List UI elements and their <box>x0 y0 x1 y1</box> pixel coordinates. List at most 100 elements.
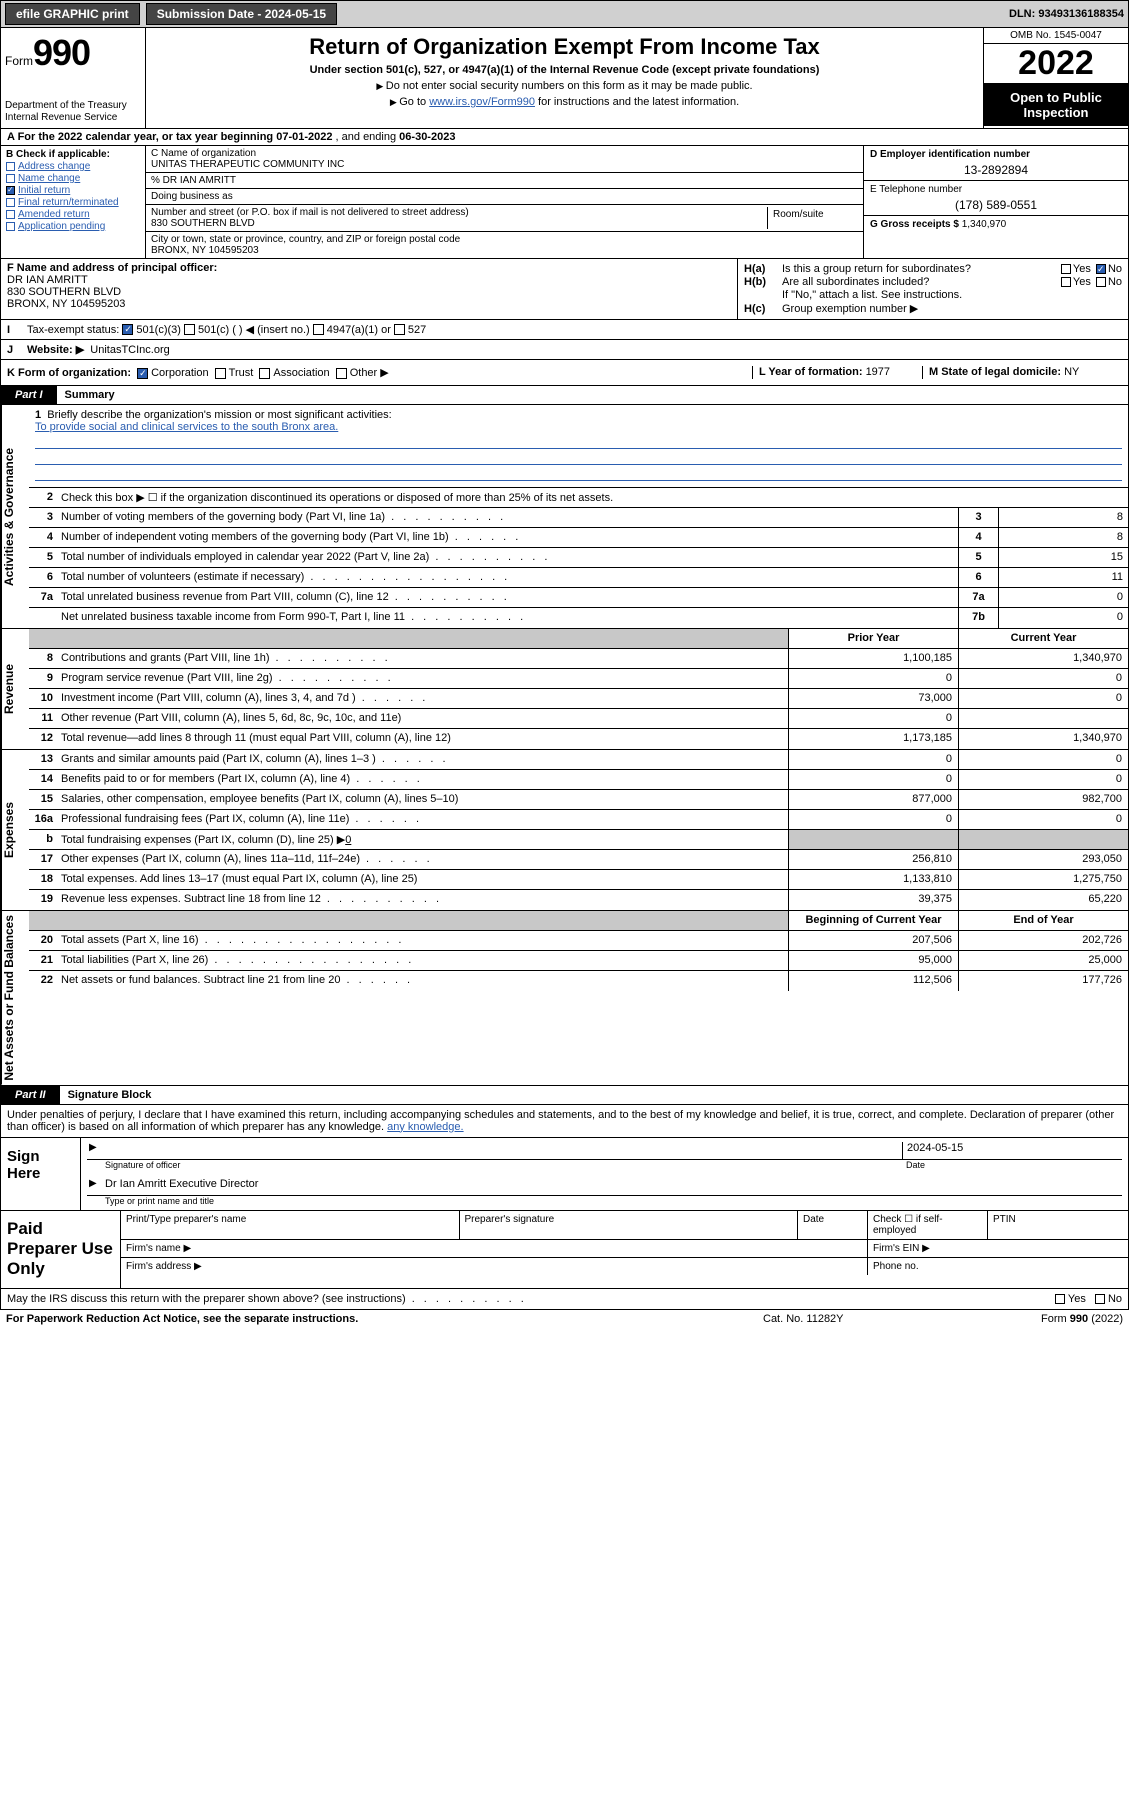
f-name: DR IAN AMRITT <box>7 274 88 286</box>
part2-tag: Part II <box>1 1086 60 1104</box>
exp-l19: Revenue less expenses. Subtract line 18 … <box>57 890 788 910</box>
exp-p17: 256,810 <box>788 850 958 869</box>
chk-final[interactable] <box>6 198 15 207</box>
ag-v4: 8 <box>998 528 1128 547</box>
chk-corp[interactable] <box>137 368 148 379</box>
chk-527[interactable] <box>394 324 405 335</box>
chk-name[interactable] <box>6 174 15 183</box>
exp-p19: 39,375 <box>788 890 958 910</box>
ha-yes[interactable] <box>1061 264 1071 274</box>
hd-cy: Current Year <box>958 629 1128 648</box>
chk-501c[interactable] <box>184 324 195 335</box>
rev-l11: Other revenue (Part VIII, column (A), li… <box>57 709 788 728</box>
lbl-address-change[interactable]: Address change <box>18 161 90 172</box>
rev-p9: 0 <box>788 669 958 688</box>
c-city-lbl: City or town, state or province, country… <box>151 234 858 245</box>
side-exp: Expenses <box>1 750 29 910</box>
any-knowledge-link[interactable]: any knowledge. <box>387 1121 463 1133</box>
dln: DLN: 93493136188354 <box>1009 8 1124 20</box>
f-addr1: 830 SOUTHERN BLVD <box>7 286 121 298</box>
sig-name-cap: Type or print name and title <box>87 1196 1122 1206</box>
line3-b: for instructions and the latest informat… <box>535 96 739 108</box>
row-j: J Website: ▶ UnitasTCInc.org <box>0 340 1129 360</box>
prep-ps: Preparer's signature <box>460 1211 799 1239</box>
na-b21: 95,000 <box>788 951 958 970</box>
subdate-val: 2024-05-15 <box>265 7 326 21</box>
discuss-yes[interactable] <box>1055 1294 1065 1304</box>
row-k: K Form of organization: Corporation Trus… <box>0 360 1129 386</box>
chk-4947[interactable] <box>313 324 324 335</box>
row-a-begin: 07-01-2022 <box>276 131 332 143</box>
l-val: 1977 <box>866 366 890 378</box>
ein-lbl: D Employer identification number <box>870 149 1030 160</box>
ha-no[interactable] <box>1096 264 1106 274</box>
lbl-name-change[interactable]: Name change <box>18 173 80 184</box>
na-l21: Total liabilities (Part X, line 26) <box>57 951 788 970</box>
lbl-final[interactable]: Final return/terminated <box>18 197 119 208</box>
section-fh: F Name and address of principal officer:… <box>0 259 1129 320</box>
side-rev: Revenue <box>1 629 29 749</box>
lbl-initial[interactable]: Initial return <box>18 185 70 196</box>
ag-l1: Briefly describe the organization's miss… <box>47 409 391 421</box>
prep-fein: Firm's EIN ▶ <box>868 1240 1128 1257</box>
rev-c8: 1,340,970 <box>958 649 1128 668</box>
i-o4: 527 <box>408 324 426 336</box>
chk-501c3[interactable] <box>122 324 133 335</box>
hb2-txt: If "No," attach a list. See instructions… <box>782 289 1122 301</box>
hb-yes[interactable] <box>1061 277 1071 287</box>
rev-c12: 1,340,970 <box>958 729 1128 749</box>
part2-title: Signature Block <box>60 1086 160 1104</box>
part1-tag: Part I <box>1 386 57 404</box>
hd-py: Prior Year <box>788 629 958 648</box>
hb-no[interactable] <box>1096 277 1106 287</box>
l-lbl: L Year of formation: <box>759 366 866 378</box>
lbl-pending[interactable]: Application pending <box>18 221 105 232</box>
exp-l17: Other expenses (Part IX, column (A), lin… <box>57 850 788 869</box>
discuss-q: May the IRS discuss this return with the… <box>7 1293 1052 1305</box>
chk-trust[interactable] <box>215 368 226 379</box>
exp-c13: 0 <box>958 750 1128 769</box>
efile-btn[interactable]: efile GRAPHIC print <box>5 3 140 25</box>
ha-txt: Is this a group return for subordinates? <box>782 263 1059 275</box>
chk-initial[interactable] <box>6 186 15 195</box>
ag-l5: Total number of individuals employed in … <box>57 548 958 567</box>
chk-amended[interactable] <box>6 210 15 219</box>
chk-pending[interactable] <box>6 222 15 231</box>
prep-fa: Firm's address ▶ <box>121 1258 868 1275</box>
na-section: Net Assets or Fund Balances Beginning of… <box>0 911 1129 1086</box>
k-o3: Association <box>273 367 329 379</box>
k-o1: Corporation <box>151 367 208 379</box>
chk-address[interactable] <box>6 162 15 171</box>
rev-l10: Investment income (Part VIII, column (A)… <box>57 689 788 708</box>
rev-l12: Total revenue—add lines 8 through 11 (mu… <box>57 729 788 749</box>
exp-c17: 293,050 <box>958 850 1128 869</box>
ag-mission: To provide social and clinical services … <box>35 421 1122 433</box>
na-b22: 112,506 <box>788 971 958 991</box>
subdate-btn[interactable]: Submission Date - 2024-05-15 <box>146 3 337 25</box>
chk-other[interactable] <box>336 368 347 379</box>
rev-p10: 73,000 <box>788 689 958 708</box>
irs-link[interactable]: www.irs.gov/Form990 <box>429 96 535 108</box>
side-na: Net Assets or Fund Balances <box>1 911 29 1085</box>
c-city: BRONX, NY 104595203 <box>151 245 858 256</box>
form-col: Form 990 Department of the TreasuryInter… <box>1 28 146 128</box>
sig-name: Dr Ian Amritt Executive Director <box>87 1178 1122 1195</box>
col-f: F Name and address of principal officer:… <box>1 259 738 319</box>
lbl-amended[interactable]: Amended return <box>18 209 90 220</box>
sig-section: Under penalties of perjury, I declare th… <box>0 1105 1129 1289</box>
col-b-head: B Check if applicable: <box>6 149 110 160</box>
main-title: Return of Organization Exempt From Incom… <box>152 34 977 60</box>
exp-c15: 982,700 <box>958 790 1128 809</box>
discuss-no[interactable] <box>1095 1294 1105 1304</box>
j-lbl: Website: ▶ <box>27 343 84 356</box>
ag-section: Activities & Governance 1 Briefly descri… <box>0 405 1129 629</box>
rev-l9: Program service revenue (Part VIII, line… <box>57 669 788 688</box>
row-a-mid: , and ending <box>336 131 400 143</box>
k-o4: Other ▶ <box>350 367 389 379</box>
topbar: efile GRAPHIC print Submission Date - 20… <box>0 0 1129 28</box>
omb: OMB No. 1545-0047 <box>984 28 1128 44</box>
form-label: Form <box>5 54 33 68</box>
chk-assoc[interactable] <box>259 368 270 379</box>
ag-l4: Number of independent voting members of … <box>57 528 958 547</box>
hd-bcy: Beginning of Current Year <box>788 911 958 930</box>
